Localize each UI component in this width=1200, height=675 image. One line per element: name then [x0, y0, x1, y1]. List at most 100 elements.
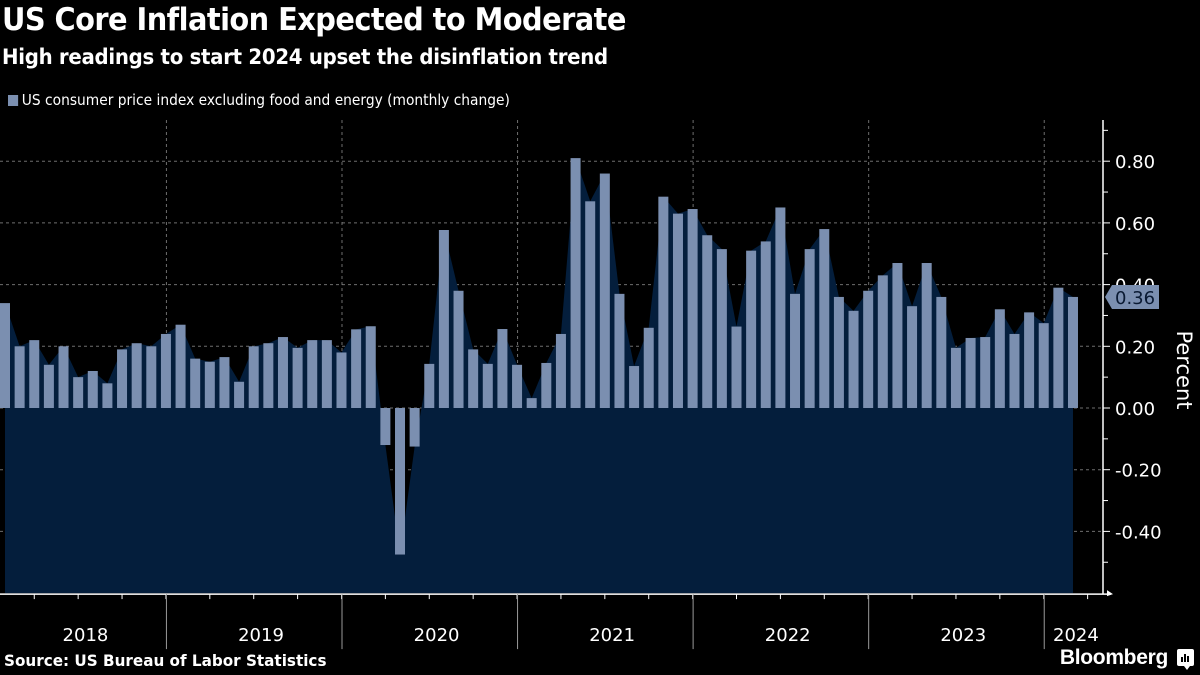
- y-tick-labels: 0.800.600.400.200.00-0.20-0.40: [1115, 152, 1162, 543]
- brand-logo: Bloomberg: [1059, 646, 1168, 669]
- bar: [219, 357, 230, 408]
- bar: [409, 408, 420, 447]
- bar: [819, 229, 830, 408]
- bar: [1009, 333, 1020, 408]
- x-tick-label: 2021: [589, 625, 635, 646]
- bar: [87, 370, 98, 408]
- axes: [0, 120, 1113, 650]
- y-tick-label: 0.60: [1115, 214, 1155, 235]
- x-tick-label: 2018: [63, 625, 109, 646]
- bar: [512, 364, 523, 408]
- bar: [468, 349, 479, 408]
- bar: [541, 362, 552, 408]
- bar: [497, 329, 508, 408]
- bar: [43, 364, 54, 408]
- y-tick-label: -0.20: [1115, 461, 1162, 482]
- bar: [907, 306, 918, 408]
- bar: [277, 337, 288, 408]
- bar: [585, 201, 596, 408]
- bar: [921, 263, 932, 408]
- x-tick-label: 2024: [1053, 625, 1099, 646]
- bar: [1038, 323, 1049, 408]
- bar: [146, 346, 157, 408]
- last-value-badge: [1105, 284, 1159, 309]
- bar: [833, 296, 844, 408]
- bar: [614, 293, 625, 408]
- bar: [731, 326, 742, 408]
- bar: [629, 366, 640, 408]
- bar: [321, 340, 332, 408]
- x-tick-label: 2020: [414, 625, 460, 646]
- bar: [643, 327, 654, 408]
- x-tick-label: 2019: [238, 625, 284, 646]
- bar: [234, 381, 245, 408]
- x-tick-labels: 2018 2019 2020 2021 2022 2023 2024: [63, 625, 1099, 646]
- bar: [877, 275, 888, 408]
- bar: [848, 310, 859, 408]
- y-tick-label: 0.00: [1115, 399, 1155, 420]
- y-tick-label: 0.80: [1115, 152, 1155, 173]
- y-tick-label: 0.20: [1115, 337, 1155, 358]
- bar: [1024, 312, 1035, 408]
- bar: [526, 398, 537, 408]
- bar: [775, 207, 786, 408]
- bar: [687, 209, 698, 408]
- bar: [1053, 287, 1064, 408]
- legend: US consumer price index excluding food a…: [8, 91, 510, 109]
- bar: [307, 340, 318, 408]
- bar: [102, 383, 113, 408]
- y-axis-title: Percent: [1172, 330, 1196, 409]
- bar: [292, 347, 303, 408]
- bar: [248, 346, 259, 408]
- bar: [980, 337, 991, 408]
- x-axis-arrow: [1107, 590, 1113, 597]
- bar: [365, 326, 376, 408]
- bar: [804, 249, 815, 408]
- bar: [438, 229, 449, 408]
- bar: [1067, 296, 1078, 408]
- bar: [672, 213, 683, 408]
- y-tick-label: -0.40: [1115, 522, 1162, 543]
- bar: [965, 337, 976, 408]
- bar: [29, 340, 40, 408]
- bar: [395, 408, 406, 555]
- bar: [117, 349, 128, 408]
- bar: [160, 333, 171, 408]
- x-tick-label: 2023: [940, 625, 986, 646]
- bar: [892, 263, 903, 408]
- bar: [336, 352, 347, 408]
- bar: [351, 329, 362, 408]
- bar-series: [0, 158, 1078, 555]
- bar: [994, 309, 1005, 408]
- chart-title: US Core Inflation Expected to Moderate: [2, 2, 626, 38]
- bar: [58, 346, 69, 408]
- x-tick-label: 2022: [765, 625, 811, 646]
- last-value-label: 0.36: [1115, 288, 1155, 309]
- bar: [453, 290, 464, 408]
- bar: [175, 324, 186, 408]
- bar: [380, 408, 391, 446]
- source-note: Source: US Bureau of Labor Statistics: [4, 651, 327, 670]
- bar: [599, 173, 610, 408]
- bar: [702, 235, 713, 408]
- bar: [570, 158, 581, 408]
- bar: [73, 377, 84, 408]
- bloomberg-chart-icon: [1177, 649, 1194, 670]
- bar: [746, 250, 757, 408]
- chart-subtitle: High readings to start 2024 upset the di…: [2, 45, 608, 69]
- legend-swatch: [8, 94, 19, 106]
- bar: [716, 249, 727, 408]
- last-value-marker: 0.36: [1105, 284, 1159, 309]
- bar: [658, 196, 669, 408]
- bar: [14, 346, 25, 408]
- bar: [190, 358, 201, 408]
- bar: [204, 361, 215, 408]
- bar: [790, 293, 801, 408]
- bar: [424, 363, 435, 408]
- bar: [263, 343, 274, 408]
- bar: [555, 333, 566, 408]
- bar: [950, 347, 961, 408]
- bar: [863, 290, 874, 408]
- bar: [482, 363, 493, 408]
- bar: [936, 296, 947, 408]
